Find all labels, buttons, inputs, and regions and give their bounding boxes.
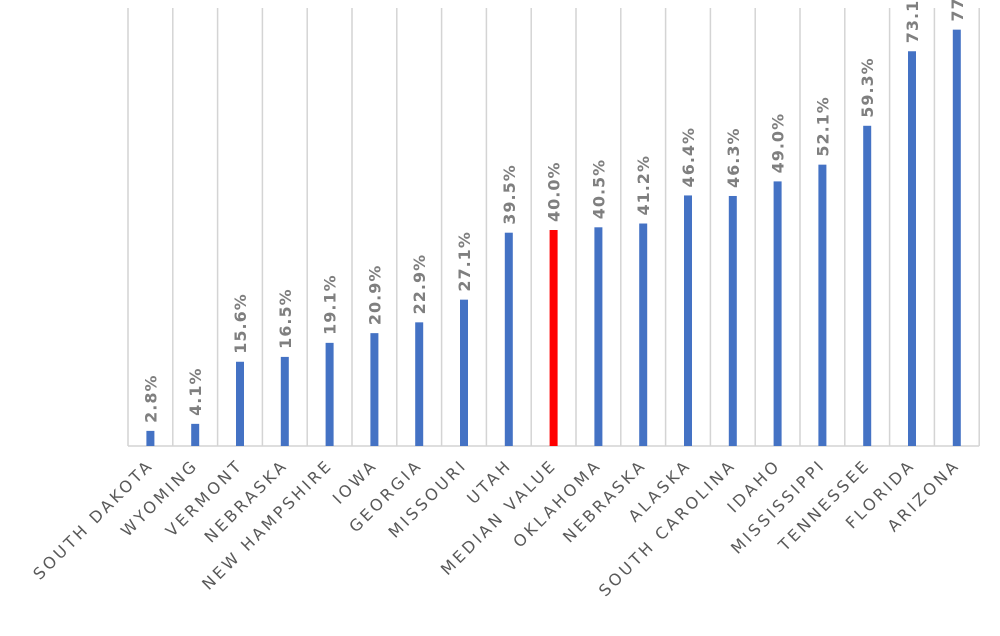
bar xyxy=(639,223,648,446)
data-label: 16.5% xyxy=(276,288,295,349)
bar xyxy=(415,322,424,446)
data-label: 15.6% xyxy=(231,293,250,354)
data-label: 59.3% xyxy=(858,57,877,118)
bar xyxy=(325,342,334,446)
bar-highlight xyxy=(549,230,558,446)
bar xyxy=(773,181,782,446)
bar xyxy=(191,423,200,446)
bar xyxy=(504,232,513,446)
bar xyxy=(236,361,244,446)
bar xyxy=(460,299,468,446)
bar xyxy=(684,195,692,446)
data-label: 41.2% xyxy=(634,155,653,216)
bars xyxy=(146,29,961,446)
gridlines xyxy=(127,8,980,447)
bar xyxy=(908,51,916,446)
bar xyxy=(952,29,961,446)
data-label: 20.9% xyxy=(365,265,384,326)
data-label: 46.4% xyxy=(679,127,698,188)
data-label: 73.1% xyxy=(903,0,922,43)
bar xyxy=(863,125,872,446)
data-label: 49.0% xyxy=(769,113,788,174)
data-labels: 2.8% 4.1% 15.6% 16.5% 19.1% 20.9% 22.9% 27.1% 39… xyxy=(141,0,966,423)
data-label: 52.1% xyxy=(813,96,832,157)
data-label: 4.1% xyxy=(186,367,205,415)
category-label: MISSOURI xyxy=(385,455,471,541)
bar xyxy=(728,195,737,446)
bar xyxy=(594,227,603,446)
bar xyxy=(818,164,827,446)
data-label: 27.1% xyxy=(455,231,474,292)
bar xyxy=(370,333,379,446)
data-label: 40.5% xyxy=(589,159,608,220)
data-label: 19.1% xyxy=(321,274,340,335)
bar xyxy=(146,430,155,446)
data-label: 39.5% xyxy=(500,164,519,225)
bar xyxy=(280,356,289,446)
data-label: 77.1% xyxy=(948,0,967,22)
data-label: 40.0% xyxy=(545,161,564,222)
data-label: 46.3% xyxy=(724,127,743,188)
data-label: 22.9% xyxy=(410,254,429,315)
data-label: 2.8% xyxy=(141,375,160,423)
